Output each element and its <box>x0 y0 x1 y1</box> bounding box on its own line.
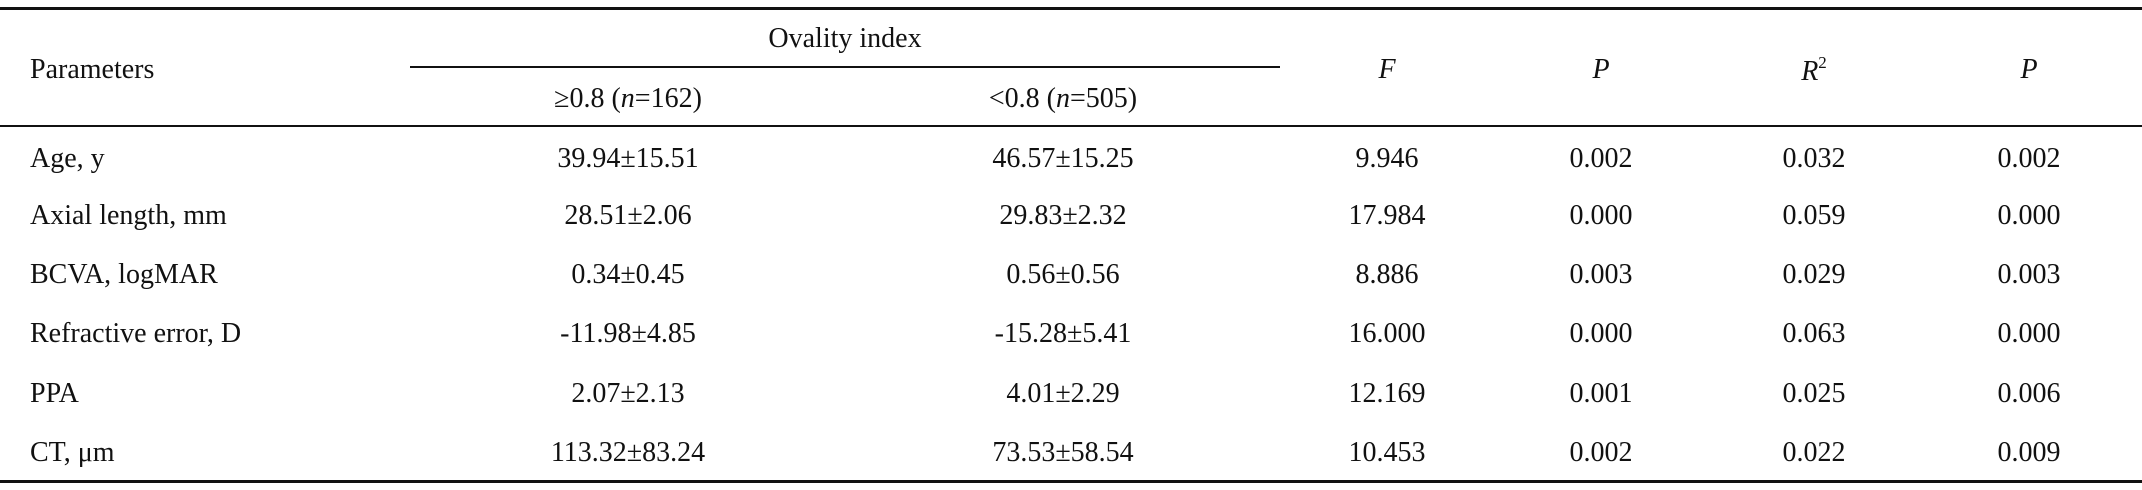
text: n <box>1056 83 1070 114</box>
header-cell: Parameters <box>30 54 155 85</box>
cell: 16.000 <box>1348 318 1426 349</box>
header-cell: P <box>1592 54 1610 85</box>
cell: 0.56±0.56 <box>1006 259 1120 290</box>
row-label: PPA <box>30 378 79 409</box>
cell: 10.453 <box>1348 437 1426 468</box>
cell: 12.169 <box>1348 378 1426 409</box>
group-rule <box>410 66 1280 68</box>
cell: 0.002 <box>1997 143 2061 174</box>
row-label: Age, y <box>30 143 105 174</box>
text: n <box>620 83 635 114</box>
cell: 8.886 <box>1355 259 1419 290</box>
cell: 46.57±15.25 <box>992 143 1134 174</box>
cell: 0.002 <box>1569 143 1633 174</box>
text: R <box>1801 56 1819 87</box>
cell: 0.025 <box>1782 378 1846 409</box>
cell: -15.28±5.41 <box>994 318 1132 349</box>
cell: 0.000 <box>1997 200 2061 231</box>
cell: 0.006 <box>1997 378 2061 409</box>
header-cell: P <box>2020 54 2038 85</box>
row-label: BCVA, logMAR <box>30 259 218 290</box>
cell: 73.53±58.54 <box>992 437 1134 468</box>
top-rule <box>0 7 2142 10</box>
text: ≥0.8 ( <box>554 83 621 114</box>
cell: 2.07±2.13 <box>571 378 685 409</box>
row-label: Refractive error, D <box>30 318 242 349</box>
bottom-rule <box>0 480 2142 483</box>
cell: 0.000 <box>1569 318 1633 349</box>
text: =505) <box>1070 83 1138 114</box>
cell: 0.001 <box>1569 378 1633 409</box>
header-cell: R2 <box>1801 54 1827 86</box>
cell: 9.946 <box>1355 143 1419 174</box>
cell: 4.01±2.29 <box>1006 378 1120 409</box>
text: =162) <box>634 83 702 114</box>
cell: 113.32±83.24 <box>550 437 706 468</box>
cell: 28.51±2.06 <box>564 200 692 231</box>
row-label: Axial length, mm <box>30 200 227 231</box>
cell: 0.000 <box>1569 200 1633 231</box>
group-header: Ovality index <box>768 23 922 54</box>
cell: 0.063 <box>1782 318 1846 349</box>
cell: 0.34±0.45 <box>571 259 685 290</box>
cell: -11.98±4.85 <box>560 318 696 349</box>
cell: 0.002 <box>1569 437 1633 468</box>
cell: 0.003 <box>1997 259 2061 290</box>
text: 2 <box>1818 53 1827 72</box>
cell: 0.059 <box>1782 200 1846 231</box>
cell: 39.94±15.51 <box>557 143 699 174</box>
cell: 0.022 <box>1782 437 1846 468</box>
cell: 17.984 <box>1348 200 1426 231</box>
cell: 0.029 <box>1782 259 1846 290</box>
cell: 29.83±2.32 <box>999 200 1127 231</box>
header-cell: F <box>1378 54 1396 85</box>
text: <0.8 ( <box>988 83 1056 114</box>
cell: 0.009 <box>1997 437 2061 468</box>
subheader: ≥0.8 (n=162) <box>554 85 702 113</box>
row-label: CT, μm <box>30 437 115 468</box>
header-rule <box>0 125 2142 127</box>
subheader: <0.8 (n=505) <box>989 85 1137 113</box>
cell: 0.032 <box>1782 143 1846 174</box>
cell: 0.000 <box>1997 318 2061 349</box>
cell: 0.003 <box>1569 259 1633 290</box>
